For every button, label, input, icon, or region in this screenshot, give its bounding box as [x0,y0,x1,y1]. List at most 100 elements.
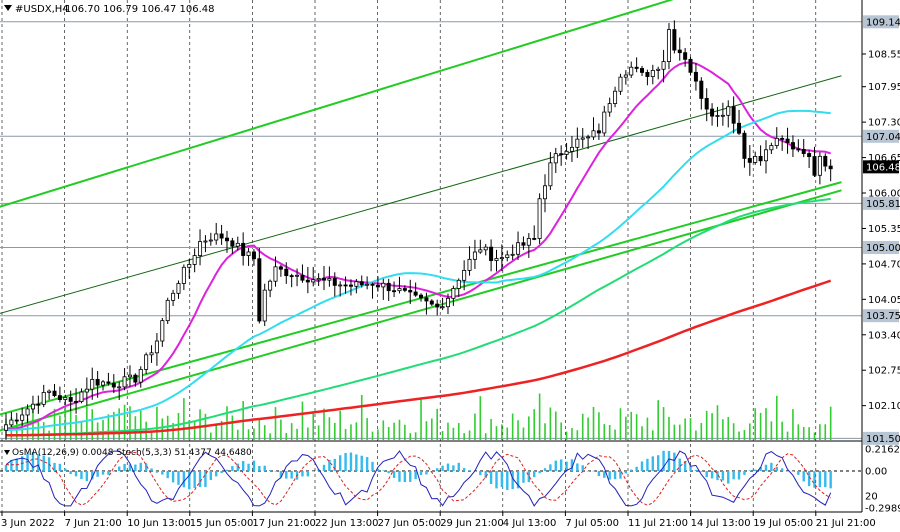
time-tick-label: 10 Jun 13:00 [127,518,191,529]
candle-body [564,150,569,155]
candlestick [111,374,116,394]
candlestick [95,370,100,398]
volume-bar [544,423,546,440]
volume-bar [96,422,99,440]
volume-bar [824,424,827,440]
candlestick [817,152,822,185]
volume-bar [775,395,778,440]
volume-bar [673,424,676,440]
stochastic-signal-line [6,451,831,506]
candlestick [257,248,262,324]
osma-bar [274,471,277,472]
candle-body [575,138,580,148]
volume-bar [129,406,131,440]
candle-body [392,290,397,293]
candlestick [52,384,57,398]
candlestick [127,365,132,387]
candlestick [494,249,499,272]
volume-bar [538,393,541,440]
candle-body [381,282,386,288]
volume-bar [592,406,595,440]
osma-bar [409,471,412,482]
osma-bar [603,471,606,478]
collapse-triangle-icon[interactable] [4,450,10,455]
candlestick [332,272,337,297]
volume-bar [172,423,174,440]
candle-body [526,238,531,246]
candle-body [268,280,273,291]
candlestick [823,153,828,172]
candle-body [111,382,116,388]
volume-bar [662,407,665,440]
candlestick [370,282,375,299]
collapse-triangle-icon[interactable] [4,5,12,11]
candle-body [343,284,348,287]
candlestick [683,48,688,67]
candle-body [591,130,596,138]
candle-body [224,237,229,242]
candle-body [278,266,283,270]
volume-bar [393,422,395,440]
candle-body [613,90,618,104]
osma-bar [349,452,353,471]
volume-bar [781,421,783,440]
candle-body [348,284,353,287]
volume-bar [695,430,697,440]
price-tick-label: 105.35 [868,224,900,235]
time-tick-label: 27 Jun 05:00 [378,518,442,529]
volume-bar [420,399,422,440]
candlestick [602,105,607,137]
volume-bar [166,415,169,440]
candle-body [57,395,62,400]
candle-body [122,376,127,388]
candle-body [559,153,564,156]
volume-bar [732,423,735,440]
candlestick [214,222,219,245]
osma-bar [177,471,180,485]
candle-body [402,288,407,291]
candle-body [138,368,143,383]
volume-bar [452,427,455,440]
osma-bar [182,471,186,488]
candlestick [516,231,521,261]
candle-body [693,71,698,82]
oscillator-scale-label: 0.00 [865,467,887,478]
volume-bar [360,394,363,440]
price-level-label: 109.14 [866,17,900,28]
candle-body [618,76,623,92]
osma-bar [371,461,374,471]
volume-bar [738,431,740,440]
candle-body [645,72,650,77]
candle-body [478,249,483,253]
osma-bar [258,465,261,471]
candle-body [187,264,192,268]
time-tick-label: 22 Jun 13:00 [315,518,379,529]
volume-bar [371,431,374,440]
oscillator-panel[interactable] [0,450,862,507]
price-level-tag [863,196,899,210]
osma-bar [576,463,579,471]
osma-bar [436,468,439,471]
channel-line [0,0,674,208]
osma-bar [74,471,78,477]
candle-body [812,156,817,176]
osma-bar [338,455,342,471]
candle-body [532,238,537,240]
osma-bar [53,462,56,471]
price-panel[interactable] [0,0,862,512]
volume-bar [576,430,579,440]
price-level-tag [863,129,899,143]
volume-bar [700,423,703,440]
current-price-label: 106.48 [863,160,900,174]
osma-bar [737,471,741,480]
candle-body [386,282,391,292]
osma-bar [549,464,552,471]
volume-bar [533,409,536,440]
volume-bar [274,407,277,440]
volume-bar [792,409,794,440]
volume-bar [231,415,234,440]
volume-bar [587,417,589,440]
candlestick [106,372,111,386]
volume-bar [646,417,649,440]
